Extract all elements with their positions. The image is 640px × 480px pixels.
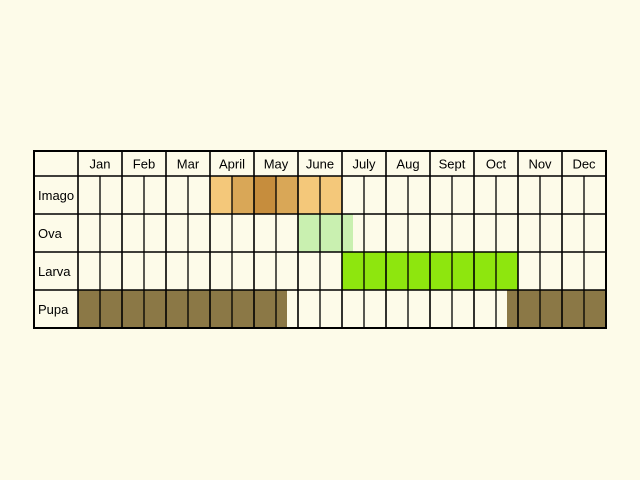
month-label-june: June: [306, 157, 334, 172]
month-label-july: July: [352, 157, 376, 172]
period-ova-0: [298, 214, 353, 252]
table-frame: [33, 150, 607, 329]
month-label-nov: Nov: [528, 157, 552, 172]
month-label-feb: Feb: [133, 157, 155, 172]
period-imago-2: [254, 176, 276, 214]
month-label-aug: Aug: [396, 157, 419, 172]
month-label-april: April: [219, 157, 245, 172]
period-pupa-1: [507, 290, 606, 328]
stage-label-ova: Ova: [38, 226, 63, 241]
month-label-jan: Jan: [90, 157, 111, 172]
month-label-oct: Oct: [486, 157, 507, 172]
stage-label-pupa: Pupa: [38, 302, 69, 317]
stage-label-larva: Larva: [38, 264, 71, 279]
month-label-dec: Dec: [572, 157, 596, 172]
period-pupa-0: [78, 290, 287, 328]
period-imago-1: [232, 176, 254, 214]
period-imago-3: [276, 176, 298, 214]
month-label-sept: Sept: [439, 157, 466, 172]
period-imago-0: [210, 176, 232, 214]
stage-label-imago: Imago: [38, 188, 74, 203]
month-label-may: May: [264, 157, 289, 172]
month-label-mar: Mar: [177, 157, 200, 172]
